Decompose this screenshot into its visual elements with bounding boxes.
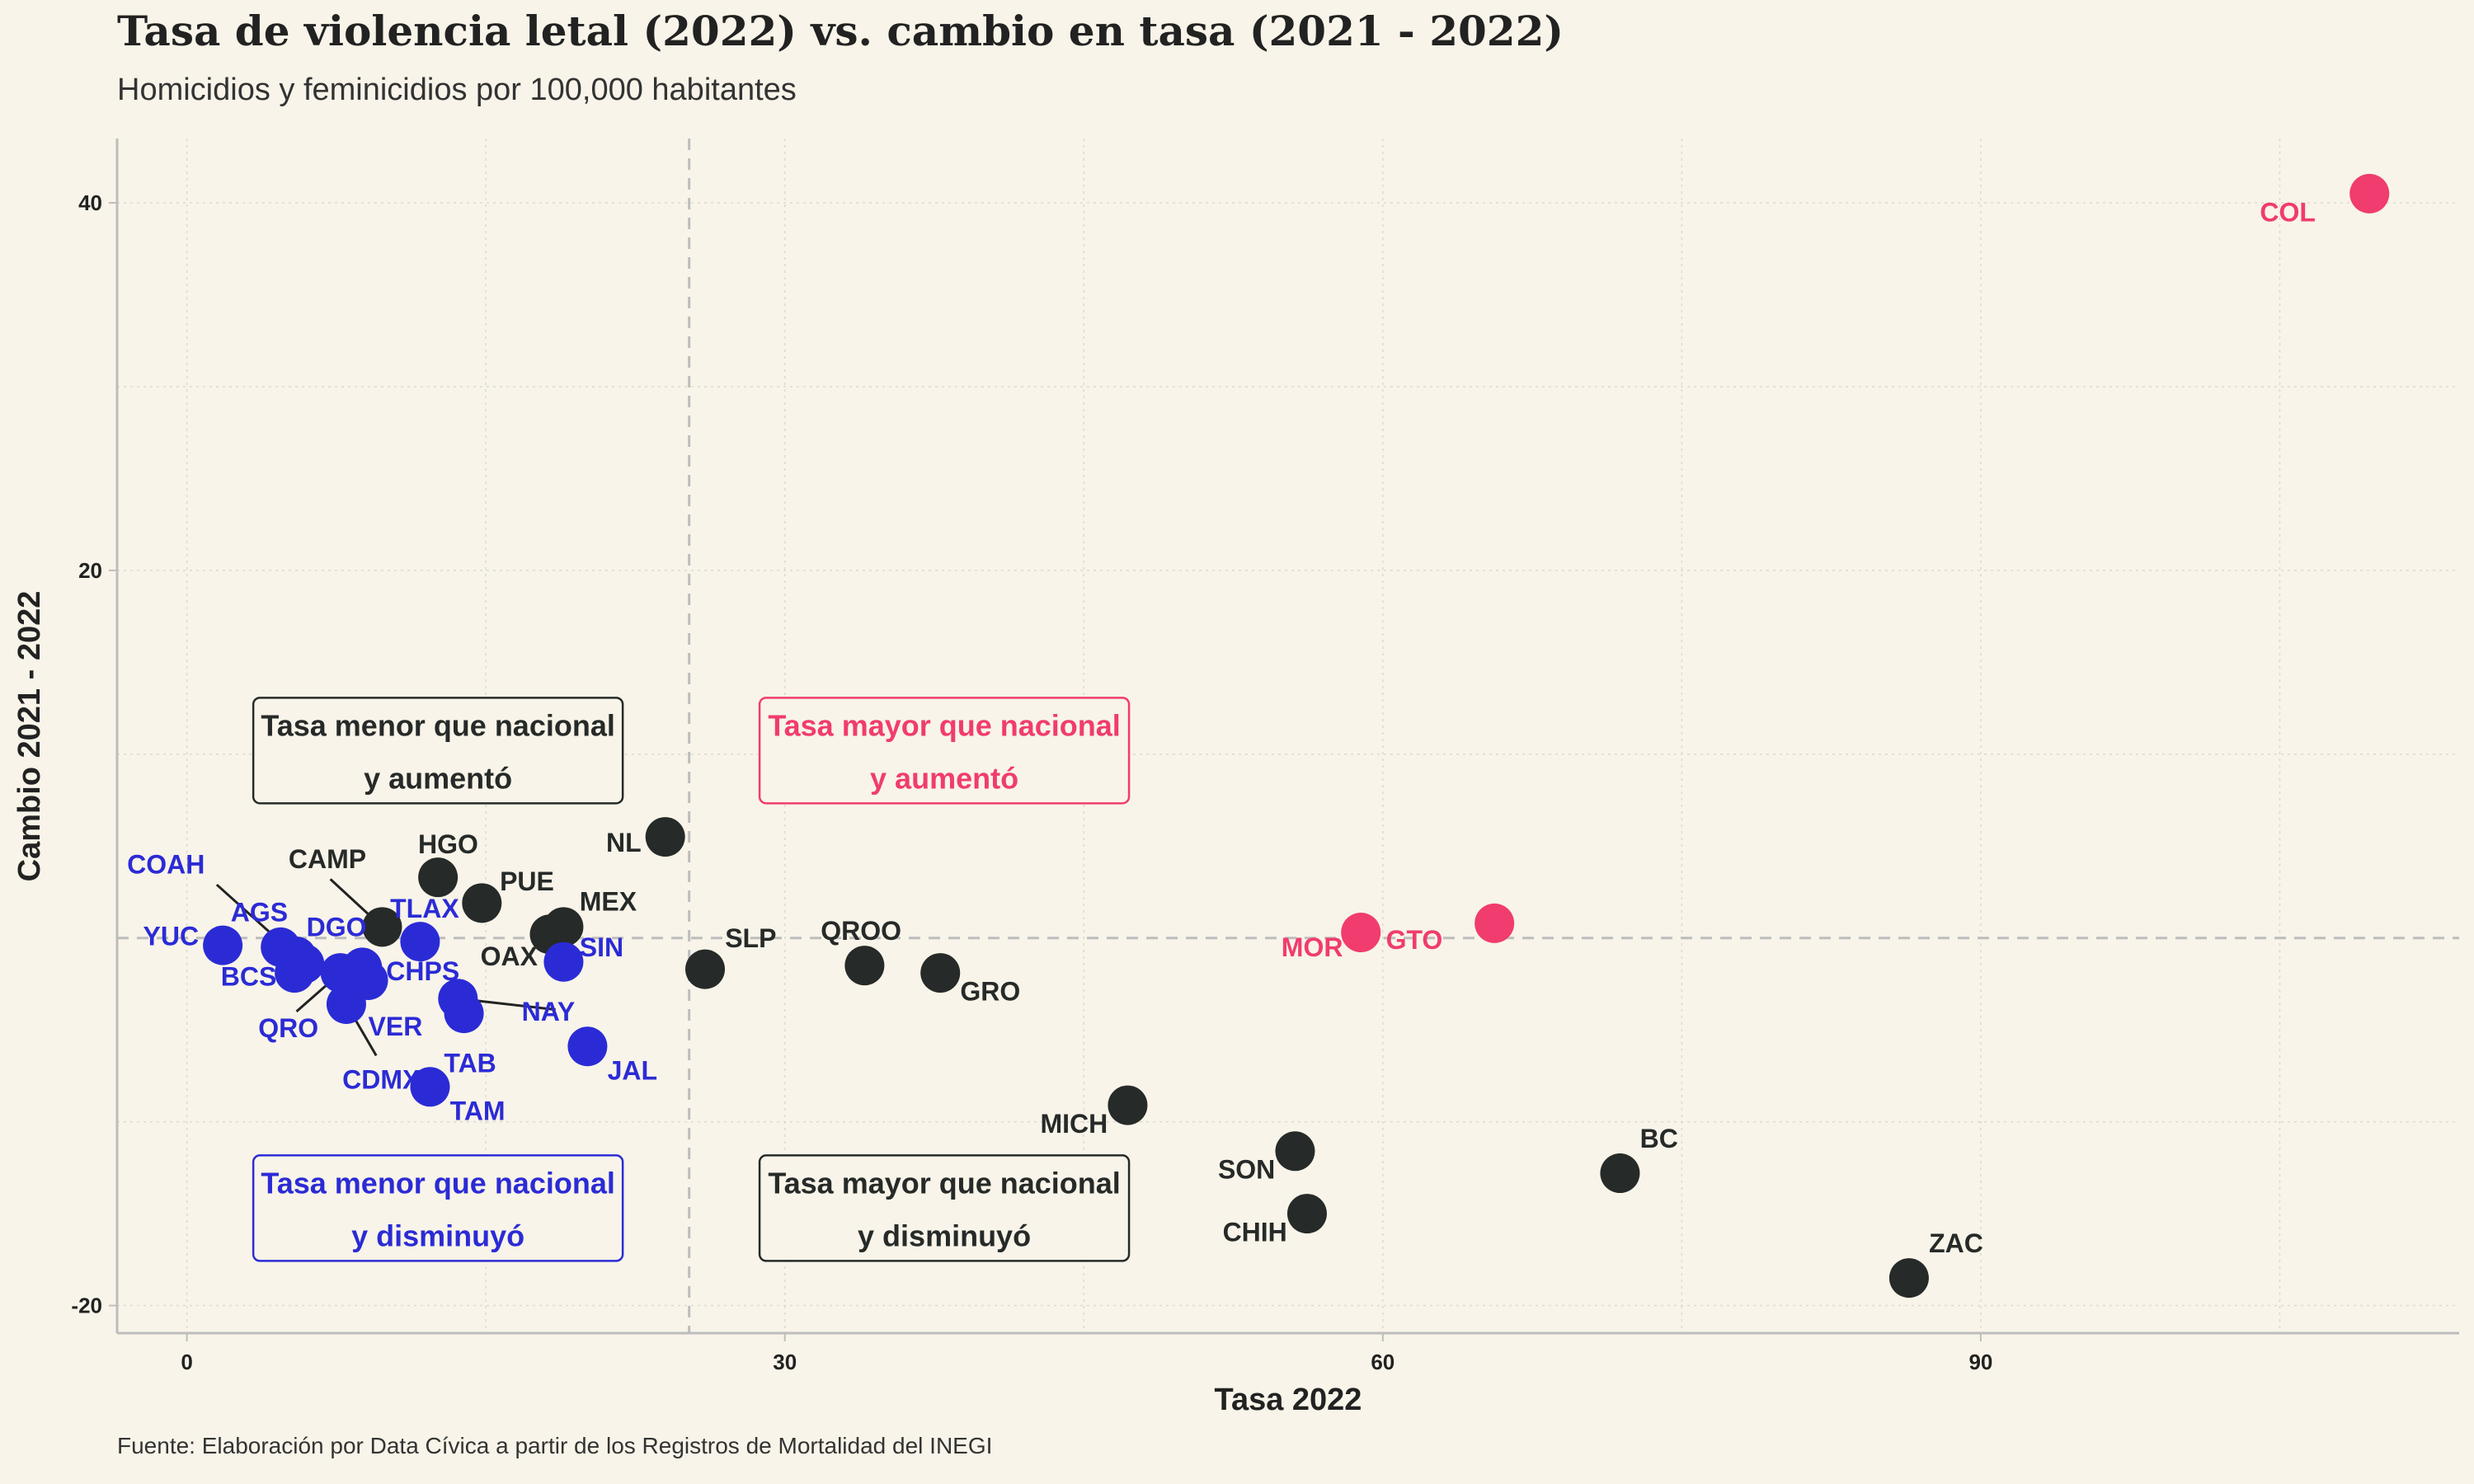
quadrant-label-box (758, 1154, 1131, 1262)
point-sin (543, 942, 584, 982)
axes: Tasa 2022 Cambio 2021 - 2022 (12, 139, 2459, 1417)
x-tick-label: 30 (773, 1350, 797, 1374)
quadrant-label-line1: Tasa mayor que nacional (768, 1166, 1120, 1200)
reference-lines (117, 139, 2459, 1333)
point-cdmx (326, 984, 366, 1024)
chart-subtitle: Homicidios y feminicidios por 100,000 ha… (117, 73, 797, 107)
label-son: SON (1218, 1155, 1275, 1185)
point-mich (1108, 1085, 1148, 1125)
label-ver: VER (369, 1012, 423, 1041)
label-mex: MEX (580, 886, 637, 916)
point-jal (567, 1026, 608, 1067)
x-axis-title: Tasa 2022 (1215, 1383, 1362, 1417)
point-mor (1341, 913, 1381, 953)
point-hgo (418, 857, 459, 898)
label-nl: NL (606, 828, 642, 857)
y-tick-label: -20 (71, 1294, 102, 1318)
label-ags: AGS (231, 898, 288, 928)
quadrant-label-2: Tasa mayor que nacional y aumentó (758, 697, 1131, 805)
quadrant-label-line1: Tasa mayor que nacional (768, 708, 1120, 742)
data-points (203, 173, 2390, 1298)
quadrant-label-line2: y disminuyó (858, 1219, 1031, 1252)
label-gro: GRO (960, 977, 1020, 1007)
label-slp: SLP (725, 923, 776, 953)
y-axis-title: Cambio 2021 - 2022 (12, 591, 47, 882)
point-chih (1286, 1194, 1327, 1234)
label-sin: SIN (580, 932, 623, 962)
label-bcs: BCS (221, 962, 277, 992)
quadrant-label-line2: y aumentó (870, 761, 1018, 795)
label-yuc: YUC (143, 922, 200, 951)
label-tam: TAM (450, 1096, 506, 1125)
label-qroo: QROO (821, 916, 901, 946)
quadrant-label-1: Tasa menor que nacional y aumentó (252, 697, 624, 805)
label-chps: CHPS (386, 956, 459, 986)
point-gto (1475, 903, 1515, 943)
label-tab: TAB (444, 1048, 496, 1078)
label-mich: MICH (1040, 1109, 1108, 1139)
label-chih: CHIH (1223, 1218, 1287, 1247)
tick-labels: 0 30 60 90 -20 20 40 (71, 190, 1992, 1374)
label-hgo: HGO (418, 829, 478, 859)
point-gro (920, 953, 961, 993)
label-coah: COAH (127, 850, 205, 880)
point-yuc (203, 925, 243, 965)
point-slp (685, 949, 726, 989)
point-bc (1600, 1153, 1640, 1194)
label-col: COL (2260, 197, 2316, 227)
point-zac (1888, 1258, 1929, 1298)
point-tam (410, 1067, 450, 1107)
point-nl (645, 817, 685, 857)
quadrant-label-3: Tasa menor que nacional y disminuyó (252, 1154, 624, 1262)
point-bcs (275, 953, 315, 993)
point-col (2349, 173, 2390, 214)
quadrant-label-box (252, 1154, 624, 1262)
point-labels: COL GTO MOR NL SLP QROO GRO MICH SON CHIH BC ZAC HGO… (127, 197, 2316, 1258)
y-tick-label: 20 (78, 558, 102, 583)
label-qro: QRO (258, 1013, 318, 1043)
quadrant-label-line1: Tasa menor que nacional (261, 1166, 614, 1200)
label-zac: ZAC (1929, 1228, 1983, 1258)
point-son (1275, 1131, 1315, 1172)
chart-title: Tasa de violencia letal (2022) vs. cambi… (117, 7, 1564, 55)
label-camp: CAMP (289, 844, 366, 874)
quadrant-label-box (758, 697, 1131, 805)
label-oax: OAX (481, 942, 539, 971)
label-tlax: TLAX (390, 894, 459, 923)
x-tick-label: 90 (1968, 1350, 1992, 1374)
quadrant-label-4: Tasa mayor que nacional y disminuyó (758, 1154, 1131, 1262)
label-jal: JAL (608, 1055, 657, 1085)
label-pue: PUE (500, 866, 554, 896)
label-cdmx: CDMX (342, 1065, 421, 1095)
quadrant-label-box (252, 697, 624, 805)
point-pue (462, 883, 502, 923)
point-qroo (844, 946, 885, 986)
quadrant-label-line1: Tasa menor que nacional (261, 708, 614, 742)
x-tick-label: 0 (181, 1350, 192, 1374)
point-camp (362, 907, 402, 947)
y-tick-label: 40 (78, 190, 102, 215)
quadrant-label-line2: y disminuyó (351, 1219, 524, 1252)
label-nay: NAY (522, 997, 576, 1026)
quadrant-label-line2: y aumentó (364, 761, 512, 795)
point-tlax (400, 922, 440, 962)
label-gto: GTO (1386, 925, 1443, 955)
point-tab (444, 993, 484, 1034)
label-bc: BC (1640, 1124, 1678, 1153)
x-tick-label: 60 (1371, 1350, 1395, 1374)
label-dgo: DGO (307, 912, 367, 942)
label-mor: MOR (1282, 932, 1343, 962)
source-note: Fuente: Elaboración por Data Cívica a pa… (117, 1433, 993, 1458)
